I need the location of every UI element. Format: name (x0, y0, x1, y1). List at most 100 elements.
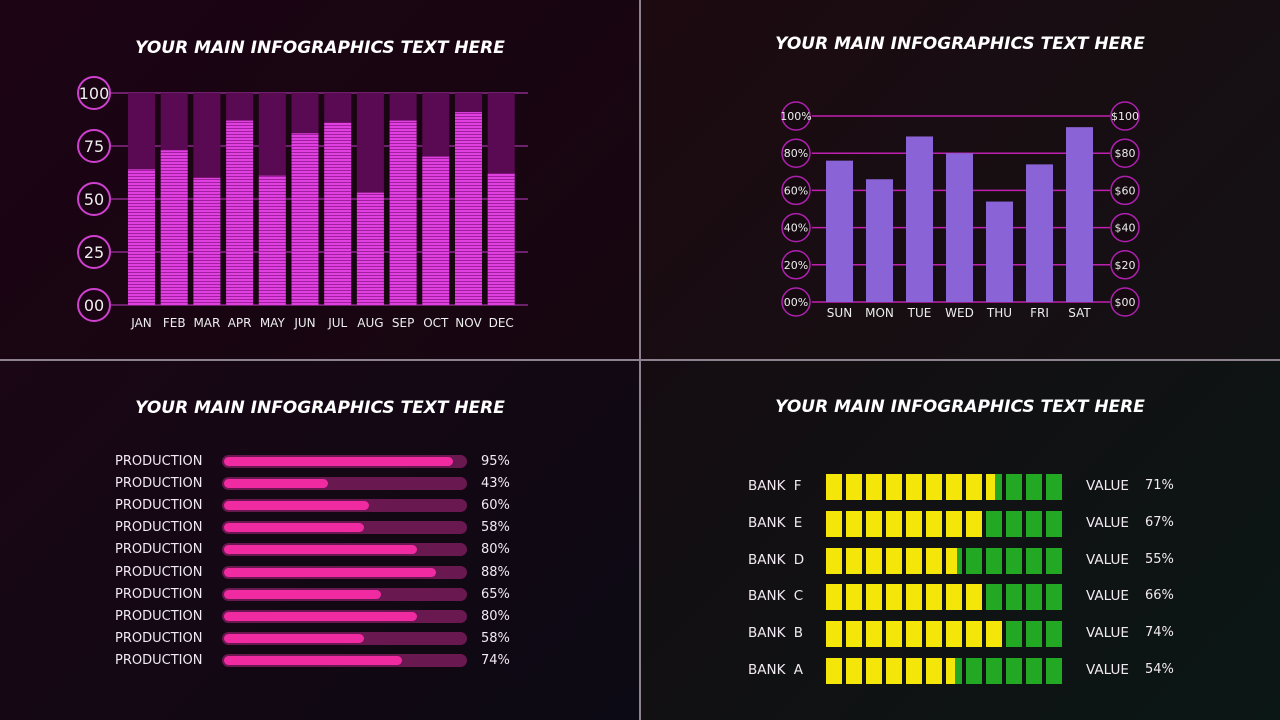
block (846, 547, 862, 574)
row-value: 80% (481, 542, 510, 558)
progress-fill (224, 479, 328, 489)
y-tick-label: 100% (780, 110, 811, 123)
bar (291, 133, 319, 305)
progress-fill (224, 611, 417, 621)
block (966, 510, 982, 537)
block (926, 584, 942, 611)
bank-value: 71% (1145, 478, 1174, 493)
bank-value: 74% (1145, 625, 1174, 641)
block (906, 474, 922, 500)
bar (946, 153, 973, 302)
block (986, 474, 995, 500)
bank-row: BANK B VALUE 74% (748, 621, 1188, 648)
block (866, 547, 882, 574)
block (946, 510, 962, 537)
y-tick-label: 100 (79, 84, 110, 103)
production-row: PRODUCTION 58% (115, 629, 535, 651)
block (1026, 584, 1042, 611)
x-tick-label: APR (228, 316, 252, 330)
block (946, 474, 962, 500)
panel-title: YOUR MAIN INFOGRAPHICS TEXT HERE (775, 34, 1145, 54)
horizontal-divider (0, 359, 1280, 361)
bank-value: 54% (1145, 662, 1174, 677)
row-label: PRODUCTION (115, 476, 203, 492)
block (846, 584, 862, 611)
weekly-bar-chart: 00% $00 20% $20 40% $40 60% $60 80% $80 100% $100 SU… (780, 101, 1140, 320)
production-row: PRODUCTION 80% (115, 540, 535, 562)
block (966, 621, 982, 648)
segmented-bar (826, 621, 1064, 648)
progress-track (222, 631, 467, 645)
row-label: PRODUCTION (115, 564, 203, 580)
tick-circle (781, 250, 811, 280)
bank-label: BANK F (748, 478, 802, 494)
tick-circle (77, 76, 111, 110)
bank-value: 55% (1145, 551, 1174, 567)
bank-label: BANK A (748, 662, 803, 678)
value-label: VALUE (1086, 478, 1129, 494)
x-tick-label: DEC (489, 316, 514, 330)
block (846, 474, 862, 500)
bank-label: BANK C (748, 588, 804, 605)
tick-circle (77, 235, 111, 269)
progress-fill (224, 457, 453, 466)
progress-track (222, 587, 467, 601)
tick-circle (77, 182, 111, 216)
block (866, 474, 882, 500)
bank-label: BANK B (748, 625, 804, 642)
panel-title: YOUR MAIN INFOGRAPHICS TEXT HERE (135, 398, 505, 418)
value-label: VALUE (1086, 588, 1129, 605)
block (1006, 474, 1022, 500)
row-value: 43% (481, 476, 510, 492)
y-tick-label: $00 (1115, 296, 1136, 309)
block (906, 621, 922, 648)
block (846, 658, 862, 684)
block (1026, 474, 1042, 500)
segmented-bar (826, 510, 1064, 537)
bar (906, 136, 933, 302)
block (826, 584, 842, 611)
block (866, 510, 882, 537)
block (1026, 621, 1042, 648)
block (886, 658, 902, 684)
y-tick-label: 80% (784, 147, 808, 160)
x-tick-label: MAY (260, 316, 286, 330)
bar (487, 173, 515, 305)
y-tick-label: $20 (1115, 259, 1136, 272)
bar (866, 179, 893, 302)
monthly-bar-chart: 00 25 50 75 100 JAN FEB MAR APR MAY JUN JUL AUG SEP OC… (77, 76, 528, 330)
row-label: PRODUCTION (115, 652, 203, 668)
block (906, 547, 922, 574)
tick-circle (77, 288, 111, 322)
tick-circle (781, 175, 811, 206)
tick-circle (1110, 212, 1140, 243)
x-tick-label: SEP (392, 316, 414, 330)
tick-circle (77, 129, 111, 163)
production-row: PRODUCTION 80% (115, 607, 535, 629)
y-tick-label: $60 (1115, 184, 1136, 197)
block (1046, 658, 1062, 684)
block (826, 658, 842, 684)
row-value: 74% (481, 652, 510, 668)
x-tick-label: MAR (193, 316, 220, 330)
bar (986, 201, 1013, 302)
production-row: PRODUCTION 65% (115, 585, 535, 607)
bar (389, 120, 417, 305)
progress-track (222, 455, 467, 468)
block (1026, 658, 1042, 684)
block (866, 621, 882, 648)
segmented-bar (826, 584, 1064, 611)
x-tick-label: AUG (357, 316, 383, 330)
progress-fill (224, 589, 381, 599)
block (906, 658, 922, 684)
block (966, 658, 982, 684)
block (826, 510, 842, 537)
block (986, 584, 1002, 611)
x-tick-label: JUN (293, 316, 315, 330)
y-tick-label: $100 (1111, 110, 1139, 123)
x-tick-label: OCT (423, 316, 449, 330)
production-row: PRODUCTION 74% (115, 651, 535, 673)
tick-circle (781, 138, 811, 168)
bar (1066, 127, 1093, 302)
row-label: PRODUCTION (115, 608, 203, 624)
